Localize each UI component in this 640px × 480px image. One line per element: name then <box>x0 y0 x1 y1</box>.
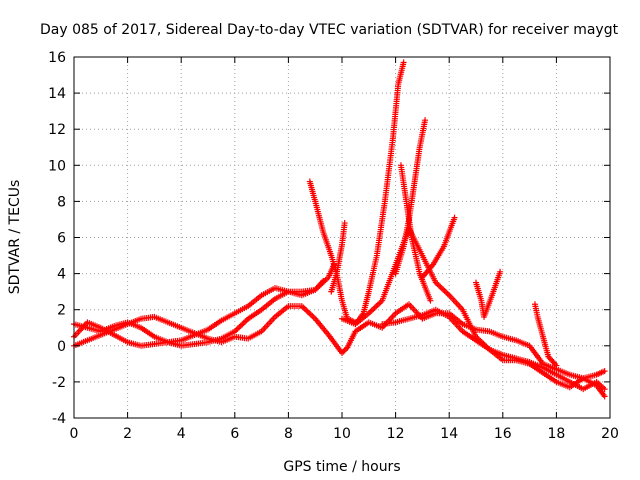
data-point <box>497 268 504 275</box>
data-point <box>451 214 458 221</box>
x-tick-label: 2 <box>123 426 132 442</box>
y-tick-label: 14 <box>48 86 66 102</box>
x-tick-label: 8 <box>284 426 293 442</box>
data-point <box>341 347 348 354</box>
data-point <box>320 277 327 284</box>
y-tick-label: 2 <box>57 303 66 319</box>
data-point <box>400 59 407 66</box>
x-tick-label: 4 <box>177 426 186 442</box>
y-tick-label: 4 <box>57 267 66 283</box>
x-tick-label: 18 <box>547 426 565 442</box>
y-tick-label: 12 <box>48 122 66 138</box>
data-point <box>601 393 608 400</box>
x-tick-label: 12 <box>387 426 405 442</box>
data-point <box>341 220 348 227</box>
data-markers <box>71 59 608 400</box>
y-tick-label: 10 <box>48 158 66 174</box>
series-track-2 <box>71 277 327 349</box>
series-rise-10.0 <box>328 220 348 295</box>
y-tick-label: -4 <box>52 411 66 427</box>
data-point <box>340 348 347 355</box>
y-axis-label: SDTVAR / TECUs <box>7 180 23 295</box>
x-tick-label: 0 <box>70 426 79 442</box>
x-tick-label: 10 <box>333 426 351 442</box>
x-tick-label: 14 <box>440 426 458 442</box>
y-tick-label: -2 <box>52 375 66 391</box>
chart-title: Day 085 of 2017, Sidereal Day-to-day VTE… <box>40 22 619 38</box>
y-tick-label: 8 <box>57 194 66 210</box>
y-tick-label: 16 <box>48 50 66 66</box>
data-point <box>553 362 560 369</box>
series-track-5 <box>379 306 608 393</box>
series-spike-17 <box>531 301 560 369</box>
data-point <box>343 345 350 352</box>
data-point <box>339 350 345 357</box>
series-rise-12.2 <box>352 59 407 328</box>
x-axis-label: GPS time / hours <box>283 459 400 475</box>
data-point <box>601 386 608 393</box>
data-point <box>427 297 434 304</box>
series-spike-15 <box>473 268 504 320</box>
y-tick-label: 0 <box>57 339 66 355</box>
x-tick-label: 20 <box>601 426 619 442</box>
x-tick-label: 6 <box>230 426 239 442</box>
x-tick-label: 16 <box>494 426 512 442</box>
axis-ticks: 0 2 4 6 8 10 12 14 16 18 20 -4 -2 0 2 4 6 8 10 12 14 16 <box>48 50 619 442</box>
y-tick-label: 6 <box>57 231 66 247</box>
data-point <box>422 117 429 124</box>
series-rise-14.2 <box>419 214 458 281</box>
data-point <box>601 368 608 375</box>
